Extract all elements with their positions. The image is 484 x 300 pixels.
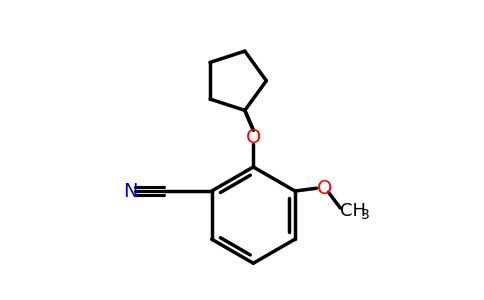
- Text: O: O: [246, 128, 261, 147]
- Text: CH: CH: [340, 202, 366, 220]
- Text: 3: 3: [361, 208, 370, 222]
- Text: N: N: [123, 182, 138, 201]
- Text: O: O: [317, 179, 332, 198]
